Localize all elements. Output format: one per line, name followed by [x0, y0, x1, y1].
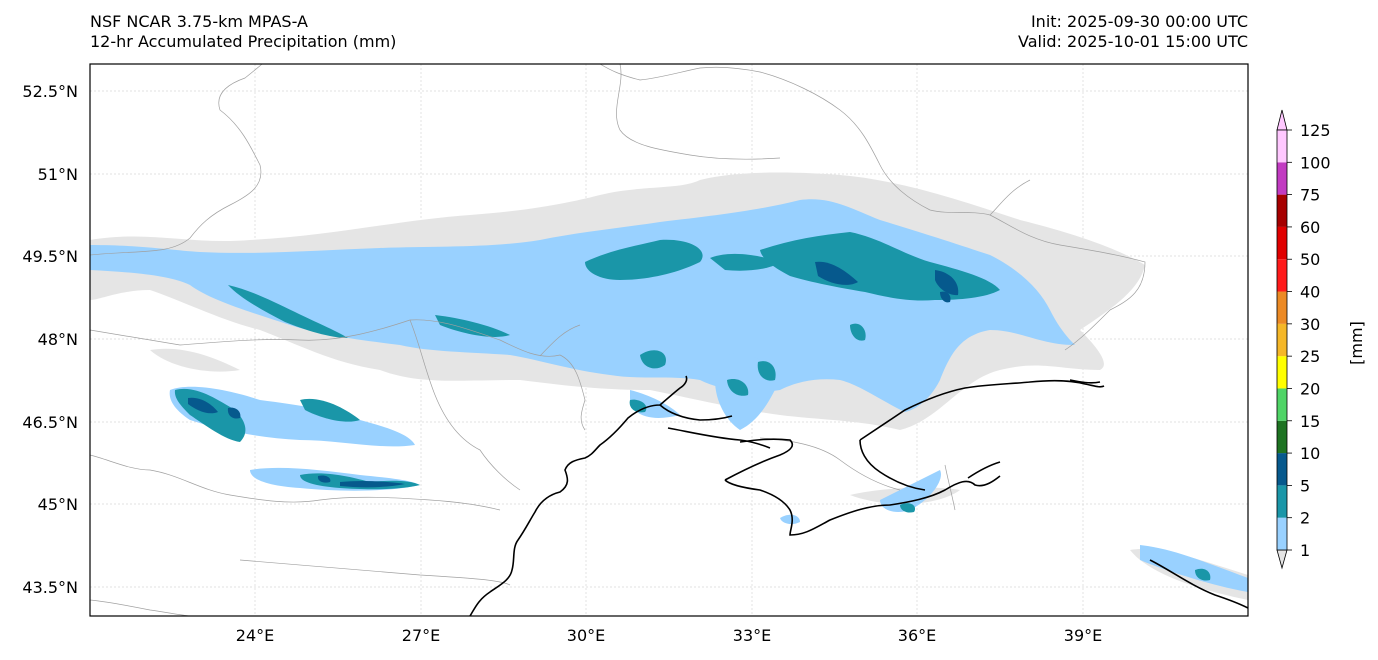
colorbar-tick-label: 60: [1300, 218, 1320, 237]
colorbar-tick-label: 125: [1300, 121, 1331, 140]
colorbar-segment: [1277, 517, 1287, 550]
lon-tick-label: 39°E: [1064, 626, 1102, 645]
title-block: NSF NCAR 3.75-km MPAS-A 12-hr Accumulate…: [90, 12, 396, 52]
field-name: 12-hr Accumulated Precipitation (mm): [90, 32, 397, 51]
lat-tick-label: 52.5°N: [22, 82, 78, 101]
colorbar-tick-label: 1: [1300, 541, 1310, 560]
map-frame: [89, 63, 1249, 617]
valid-time: Valid: 2025-10-01 15:00 UTC: [1017, 32, 1248, 51]
colorbar-frame: [1276, 129, 1288, 551]
lat-tick-label: 46.5°N: [22, 413, 78, 432]
colorbar-extend-min: [1276, 549, 1288, 570]
colorbar-tick-label: 20: [1300, 379, 1320, 398]
lon-axis: 24°E 27°E 30°E 33°E 36°E 39°E: [236, 626, 1102, 645]
colorbar-tick-label: 10: [1300, 444, 1320, 463]
precip-10mm-area: [188, 261, 959, 488]
lon-tick-label: 33°E: [733, 626, 771, 645]
colorbar-tick-label: 100: [1300, 153, 1331, 172]
lat-tick-label: 51°N: [38, 165, 78, 184]
colorbar-segment: [1277, 226, 1287, 260]
lat-tick-label: 45°N: [38, 495, 78, 514]
lon-tick-label: 24°E: [236, 626, 274, 645]
map-plot-area: [90, 64, 1248, 616]
lat-tick-label: 48°N: [38, 330, 78, 349]
model-name: NSF NCAR 3.75-km MPAS-A: [90, 12, 308, 31]
colorbar-unit-label: [mm]: [1347, 321, 1366, 365]
lat-axis: 52.5°N 51°N 49.5°N 48°N 46.5°N 45°N 43.5…: [22, 82, 78, 597]
colorbar-tick-label: 30: [1300, 315, 1320, 334]
colorbar-segment: [1277, 388, 1287, 421]
colorbar-segment: [1277, 162, 1287, 195]
colorbar-segment: [1277, 259, 1287, 292]
colorbar-tick-label: 75: [1300, 186, 1320, 205]
colorbar-tick-label: 15: [1300, 412, 1320, 431]
country-borders: [90, 64, 1146, 616]
lon-tick-label: 27°E: [402, 626, 440, 645]
colorbar-segment: [1277, 194, 1287, 227]
lat-tick-label: 49.5°N: [22, 247, 78, 266]
lon-tick-label: 36°E: [898, 626, 936, 645]
lat-tick-label: 43.5°N: [22, 578, 78, 597]
time-block: Init: 2025-09-30 00:00 UTC Valid: 2025-1…: [1018, 12, 1248, 52]
colorbar-tick-label: 40: [1300, 283, 1320, 302]
colorbar-segment: [1277, 453, 1287, 486]
colorbar-segment: [1277, 291, 1287, 324]
colorbar-extend-max: [1276, 109, 1288, 131]
lon-tick-label: 30°E: [567, 626, 605, 645]
colorbar-segment: [1277, 485, 1287, 518]
colorbar-tick-label: 50: [1300, 250, 1320, 269]
colorbar-tick-label: 25: [1300, 347, 1320, 366]
colorbar-segment: [1277, 356, 1287, 389]
colorbar-segment: [1277, 130, 1287, 163]
coastline: [469, 375, 1248, 616]
init-time: Init: 2025-09-30 00:00 UTC: [1030, 12, 1248, 31]
colorbar-segment: [1277, 420, 1287, 454]
colorbar-tick-label: 2: [1300, 509, 1310, 528]
colorbar-segment: [1277, 323, 1287, 357]
colorbar-tick-label: 5: [1300, 476, 1310, 495]
